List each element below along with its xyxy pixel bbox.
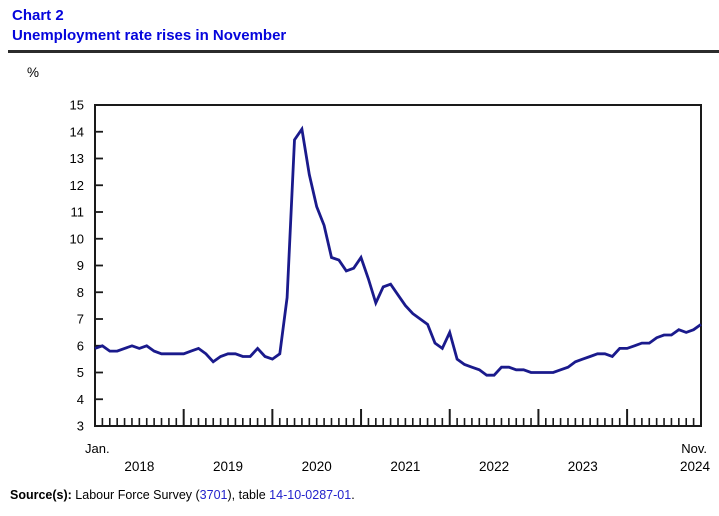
y-axis-unit-label: % [27, 65, 39, 80]
y-tick-label: 12 [70, 178, 84, 193]
unemployment-rate-line [94, 125, 702, 377]
source-note: Source(s): Labour Force Survey (3701), t… [10, 488, 355, 502]
x-axis-ticks [94, 409, 702, 426]
year-label: 2020 [302, 459, 332, 474]
y-axis-labels: 3 4 5 6 7 8 9 10 11 12 13 14 15 [70, 98, 84, 434]
y-tick-label: 13 [70, 151, 84, 166]
y-tick-label: 10 [70, 231, 84, 246]
source-prefix: Source(s): [10, 488, 72, 502]
source-text: Labour Force Survey ( [71, 488, 200, 502]
year-label: 2018 [124, 459, 154, 474]
y-tick-label: 6 [77, 338, 84, 353]
y-tick-label: 9 [77, 258, 84, 273]
year-label: 2019 [213, 459, 243, 474]
table-number-link[interactable]: 14-10-0287-01 [269, 488, 352, 502]
y-axis-ticks [95, 104, 103, 427]
plot-border [94, 104, 702, 427]
year-label: 2022 [479, 459, 509, 474]
chart-number: Chart 2 [12, 7, 64, 24]
y-tick-label: 7 [77, 312, 84, 327]
chart-title-block: Chart 2 Unemployment rate rises in Novem… [12, 6, 286, 46]
y-tick-label: 11 [71, 205, 85, 220]
y-tick-label: 14 [70, 124, 84, 139]
source-text: ), table [227, 488, 270, 502]
x-start-label: Jan. [85, 441, 110, 456]
source-text: . [351, 488, 355, 502]
year-label: 2023 [568, 459, 598, 474]
x-axis-labels: Jan. Nov. 2018 2019 2020 2021 2022 2023 2024 [85, 441, 710, 474]
survey-number-link[interactable]: 3701 [199, 488, 228, 502]
y-tick-label: 4 [77, 392, 84, 407]
y-tick-label: 5 [77, 365, 84, 380]
percent-unit-label: % [27, 65, 39, 80]
x-end-label: Nov. [681, 441, 707, 456]
chart-title: Unemployment rate rises in November [12, 27, 287, 44]
title-divider [8, 50, 719, 53]
year-label: 2024 [680, 459, 711, 474]
y-tick-label: 8 [77, 285, 84, 300]
y-tick-label: 15 [70, 98, 84, 113]
data-series-line [94, 125, 702, 377]
y-tick-label: 3 [77, 419, 84, 434]
plot-frame [94, 104, 702, 427]
year-label: 2021 [390, 459, 420, 474]
